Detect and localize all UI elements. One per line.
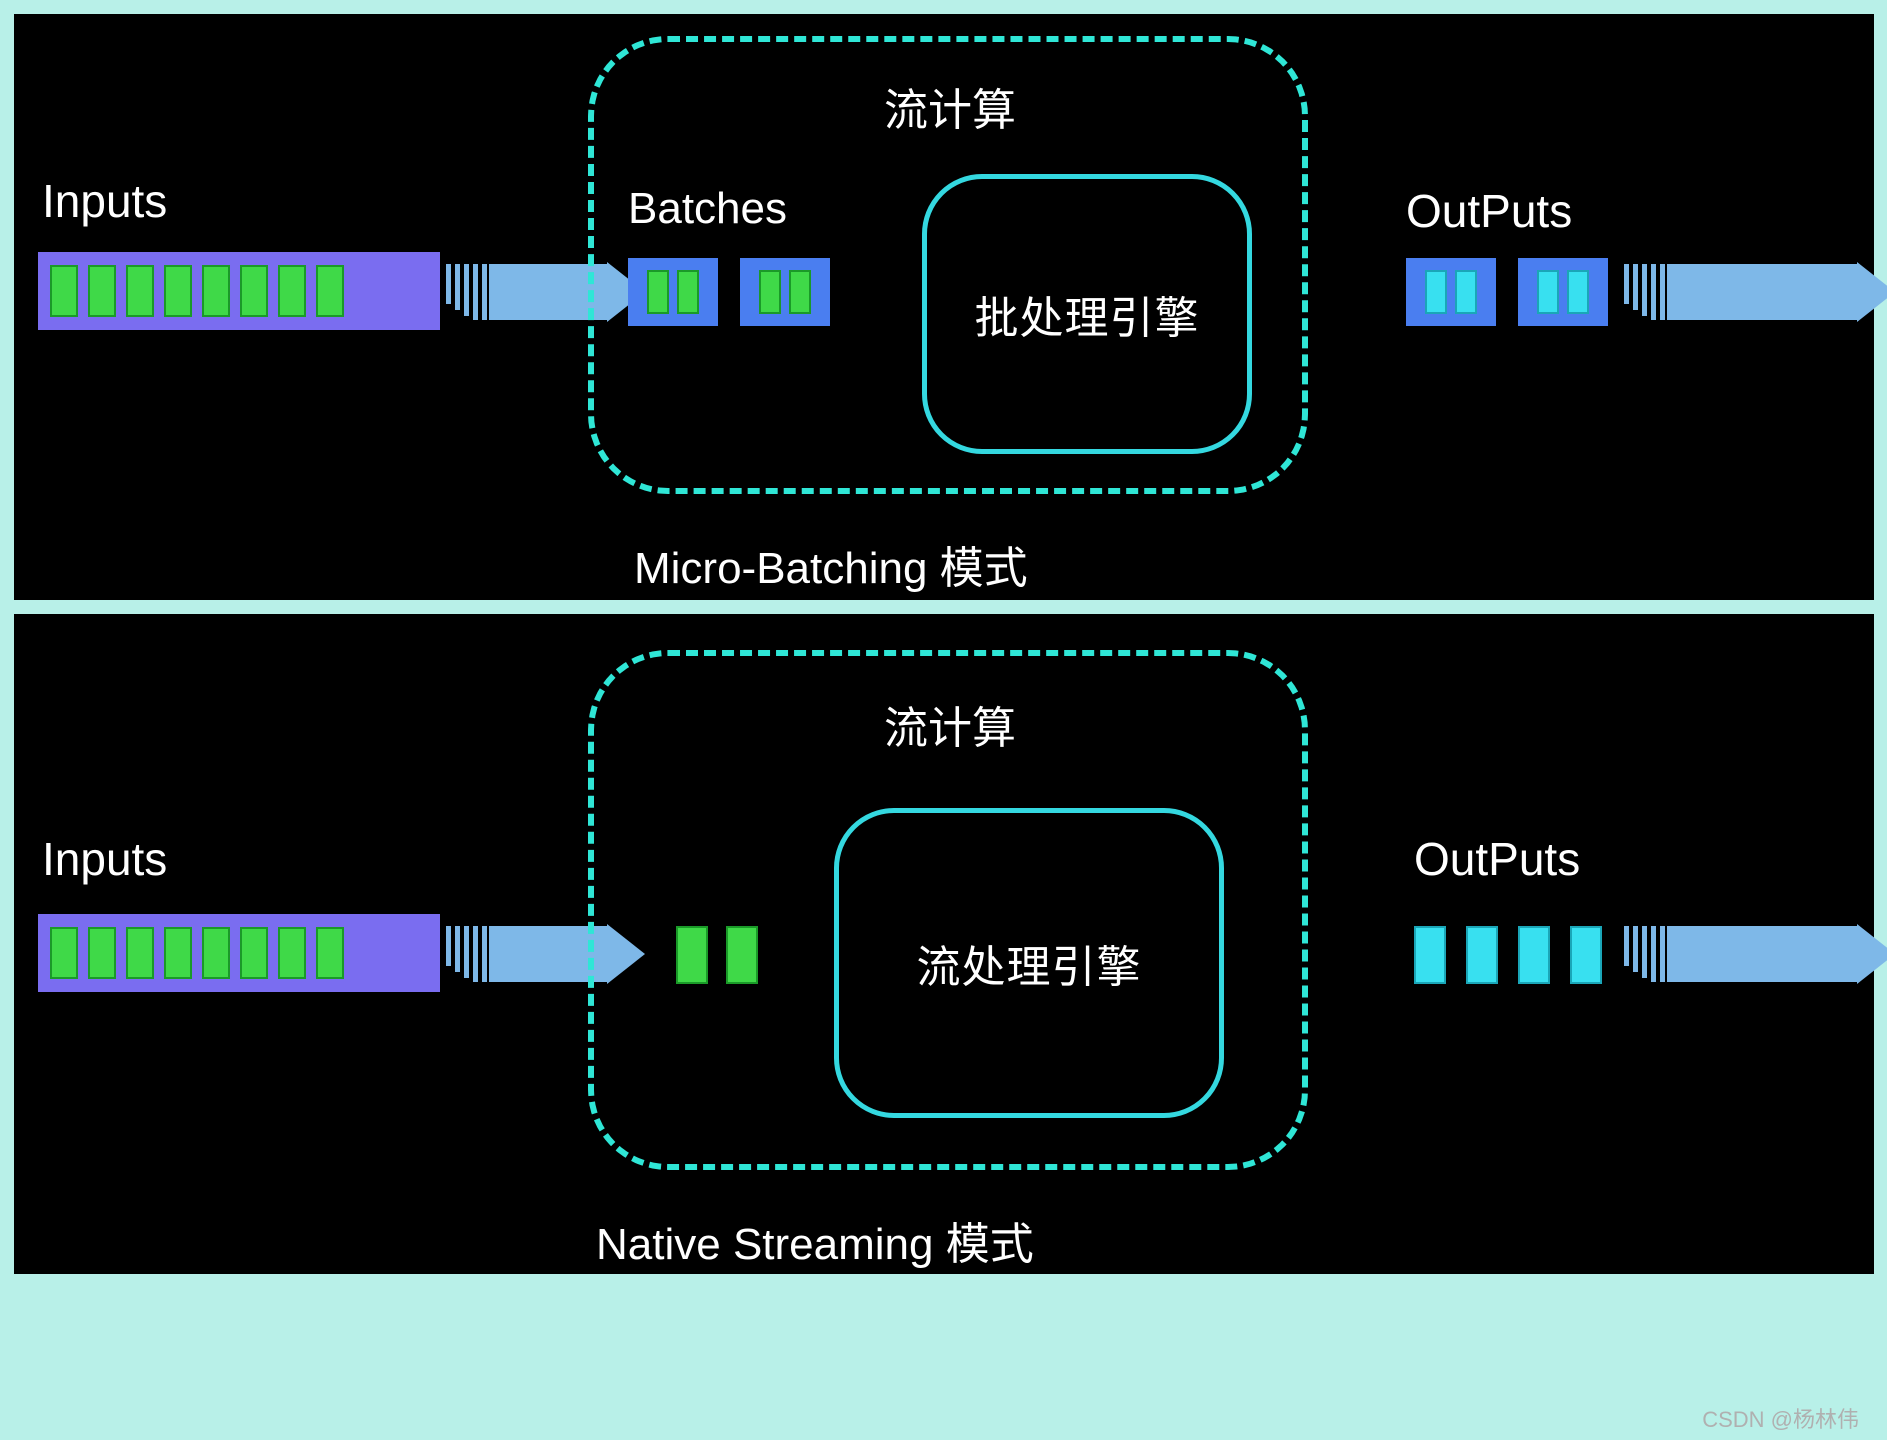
batch-chip bbox=[789, 270, 811, 314]
stream-title: 流计算 bbox=[884, 692, 1016, 756]
input-chip bbox=[164, 265, 192, 317]
stream-chip bbox=[726, 926, 758, 984]
input-chip bbox=[278, 927, 306, 979]
input-chip bbox=[50, 265, 78, 317]
outputs-label: OutPuts bbox=[1414, 832, 1580, 886]
batch-group bbox=[628, 258, 718, 326]
arrow-icon bbox=[1624, 924, 1887, 984]
input-chip bbox=[88, 927, 116, 979]
output-chip bbox=[1567, 270, 1589, 314]
input-chip bbox=[164, 927, 192, 979]
input-chip bbox=[278, 265, 306, 317]
batch-group bbox=[740, 258, 830, 326]
inputs-label: Inputs bbox=[42, 174, 167, 228]
input-chip bbox=[126, 927, 154, 979]
caption: Native Streaming 模式 bbox=[596, 1208, 1034, 1272]
caption: Micro-Batching 模式 bbox=[634, 532, 1028, 596]
output-chip bbox=[1425, 270, 1447, 314]
output-group bbox=[1518, 258, 1608, 326]
output-chip bbox=[1455, 270, 1477, 314]
output-chip bbox=[1414, 926, 1446, 984]
batches-label: Batches bbox=[628, 184, 787, 234]
engine-label: 批处理引擎 bbox=[975, 282, 1200, 346]
output-chip bbox=[1570, 926, 1602, 984]
inputs-label: Inputs bbox=[42, 832, 167, 886]
input-bar bbox=[38, 914, 440, 992]
output-chip bbox=[1518, 926, 1550, 984]
batch-chip bbox=[759, 270, 781, 314]
engine-box: 流处理引擎 bbox=[834, 808, 1224, 1118]
input-chip bbox=[126, 265, 154, 317]
batch-chip bbox=[677, 270, 699, 314]
panel-micro-batching: Inputs 流计算 Batches 批处理引擎 OutPuts bbox=[14, 14, 1874, 600]
arrow-icon bbox=[1624, 262, 1887, 322]
input-chip bbox=[202, 265, 230, 317]
engine-label: 流处理引擎 bbox=[917, 931, 1142, 995]
input-chip bbox=[50, 927, 78, 979]
panel-native-streaming: Inputs 流计算 流处理引擎 OutPuts Native Streamin… bbox=[14, 614, 1874, 1274]
input-chip bbox=[240, 927, 268, 979]
output-group bbox=[1406, 258, 1496, 326]
input-chip bbox=[316, 927, 344, 979]
input-chip bbox=[316, 265, 344, 317]
stream-title: 流计算 bbox=[884, 74, 1016, 138]
output-chip bbox=[1466, 926, 1498, 984]
watermark: CSDN @杨林伟 bbox=[1702, 1402, 1859, 1434]
input-bar bbox=[38, 252, 440, 330]
output-chip bbox=[1537, 270, 1559, 314]
batch-chip bbox=[647, 270, 669, 314]
input-chip bbox=[88, 265, 116, 317]
input-chip bbox=[240, 265, 268, 317]
outputs-label: OutPuts bbox=[1406, 184, 1572, 238]
stream-chip bbox=[676, 926, 708, 984]
engine-box: 批处理引擎 bbox=[922, 174, 1252, 454]
input-chip bbox=[202, 927, 230, 979]
